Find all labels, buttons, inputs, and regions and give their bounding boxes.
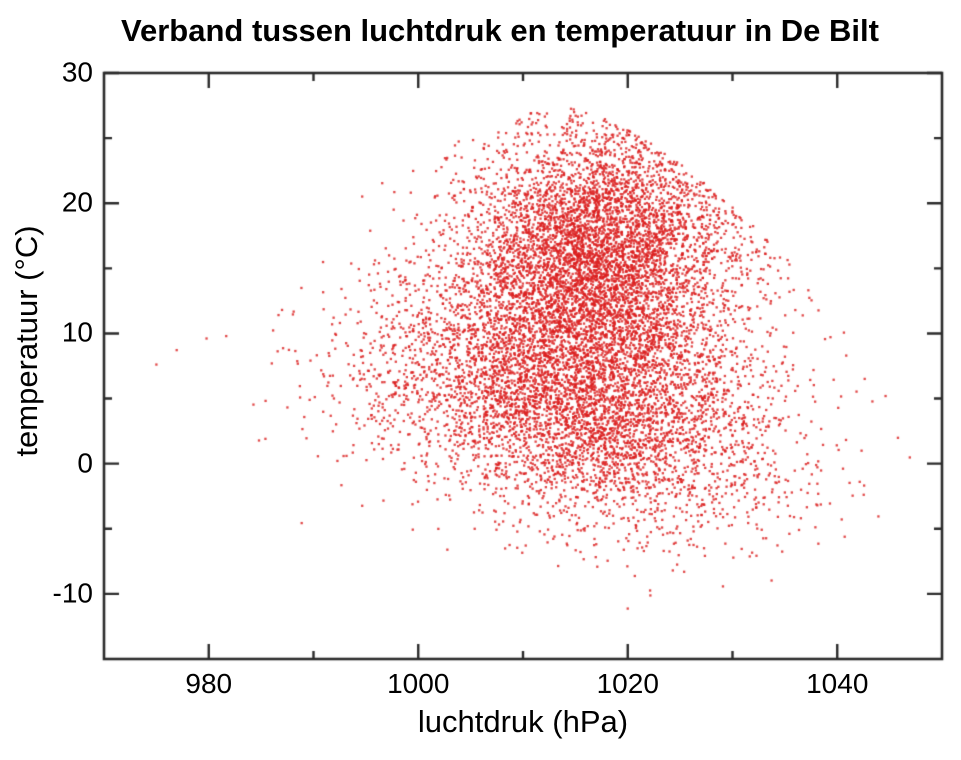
y-tick-label-10: 10 (61, 316, 93, 348)
y-tick-label-0: 0 (77, 447, 93, 479)
x-tick-label-1020: 1020 (596, 668, 659, 699)
x-tick-label-1040: 1040 (806, 668, 869, 699)
y-tick-label-30: 30 (61, 56, 93, 88)
y-tick-label--10: -10 (52, 577, 93, 609)
y-axis-label: temperatuur (°C) (9, 225, 44, 457)
chart-title: Verband tussen luchtdruk en temperatuur … (121, 13, 879, 48)
x-axis-label: luchtdruk (hPa) (417, 704, 629, 739)
y-tick-label-20: 20 (61, 186, 93, 218)
x-tick-label-1000: 1000 (387, 668, 450, 699)
x-tick-label-980: 980 (185, 668, 233, 699)
